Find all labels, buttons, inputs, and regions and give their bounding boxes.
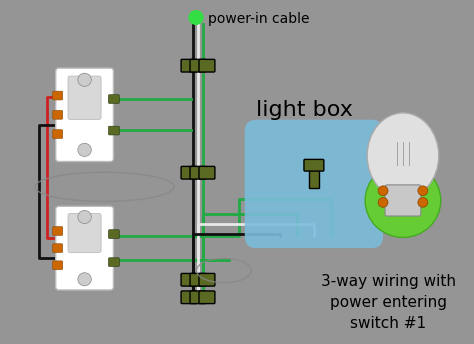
FancyBboxPatch shape (199, 166, 215, 179)
FancyBboxPatch shape (109, 126, 119, 135)
FancyBboxPatch shape (181, 291, 197, 304)
FancyBboxPatch shape (199, 291, 215, 304)
Circle shape (378, 197, 388, 207)
FancyBboxPatch shape (53, 244, 63, 252)
FancyBboxPatch shape (199, 273, 215, 286)
Text: light box: light box (255, 100, 352, 120)
Circle shape (418, 186, 428, 196)
FancyBboxPatch shape (68, 214, 101, 252)
FancyBboxPatch shape (53, 91, 63, 100)
FancyBboxPatch shape (181, 60, 197, 72)
Circle shape (378, 186, 388, 196)
FancyBboxPatch shape (181, 273, 197, 286)
FancyBboxPatch shape (109, 95, 119, 104)
FancyBboxPatch shape (199, 60, 215, 72)
Text: 3-way wiring with
power entering
switch #1: 3-way wiring with power entering switch … (320, 275, 456, 331)
FancyBboxPatch shape (190, 60, 206, 72)
FancyBboxPatch shape (68, 76, 101, 119)
Circle shape (78, 211, 91, 224)
FancyBboxPatch shape (245, 120, 383, 248)
Circle shape (418, 197, 428, 207)
FancyBboxPatch shape (56, 68, 113, 162)
FancyBboxPatch shape (181, 166, 197, 179)
Circle shape (365, 163, 441, 237)
FancyBboxPatch shape (385, 185, 421, 216)
FancyBboxPatch shape (53, 110, 63, 119)
FancyBboxPatch shape (53, 261, 63, 270)
FancyBboxPatch shape (56, 206, 113, 290)
FancyBboxPatch shape (109, 258, 119, 267)
FancyBboxPatch shape (53, 130, 63, 139)
FancyBboxPatch shape (190, 166, 206, 179)
FancyBboxPatch shape (190, 273, 206, 286)
Circle shape (78, 73, 91, 86)
FancyBboxPatch shape (304, 159, 324, 171)
Ellipse shape (367, 113, 439, 198)
FancyBboxPatch shape (190, 291, 206, 304)
Circle shape (78, 273, 91, 286)
Circle shape (189, 11, 203, 24)
FancyBboxPatch shape (53, 227, 63, 235)
Circle shape (78, 143, 91, 157)
FancyBboxPatch shape (309, 166, 319, 187)
Text: power-in cable: power-in cable (208, 12, 310, 26)
FancyBboxPatch shape (109, 230, 119, 238)
